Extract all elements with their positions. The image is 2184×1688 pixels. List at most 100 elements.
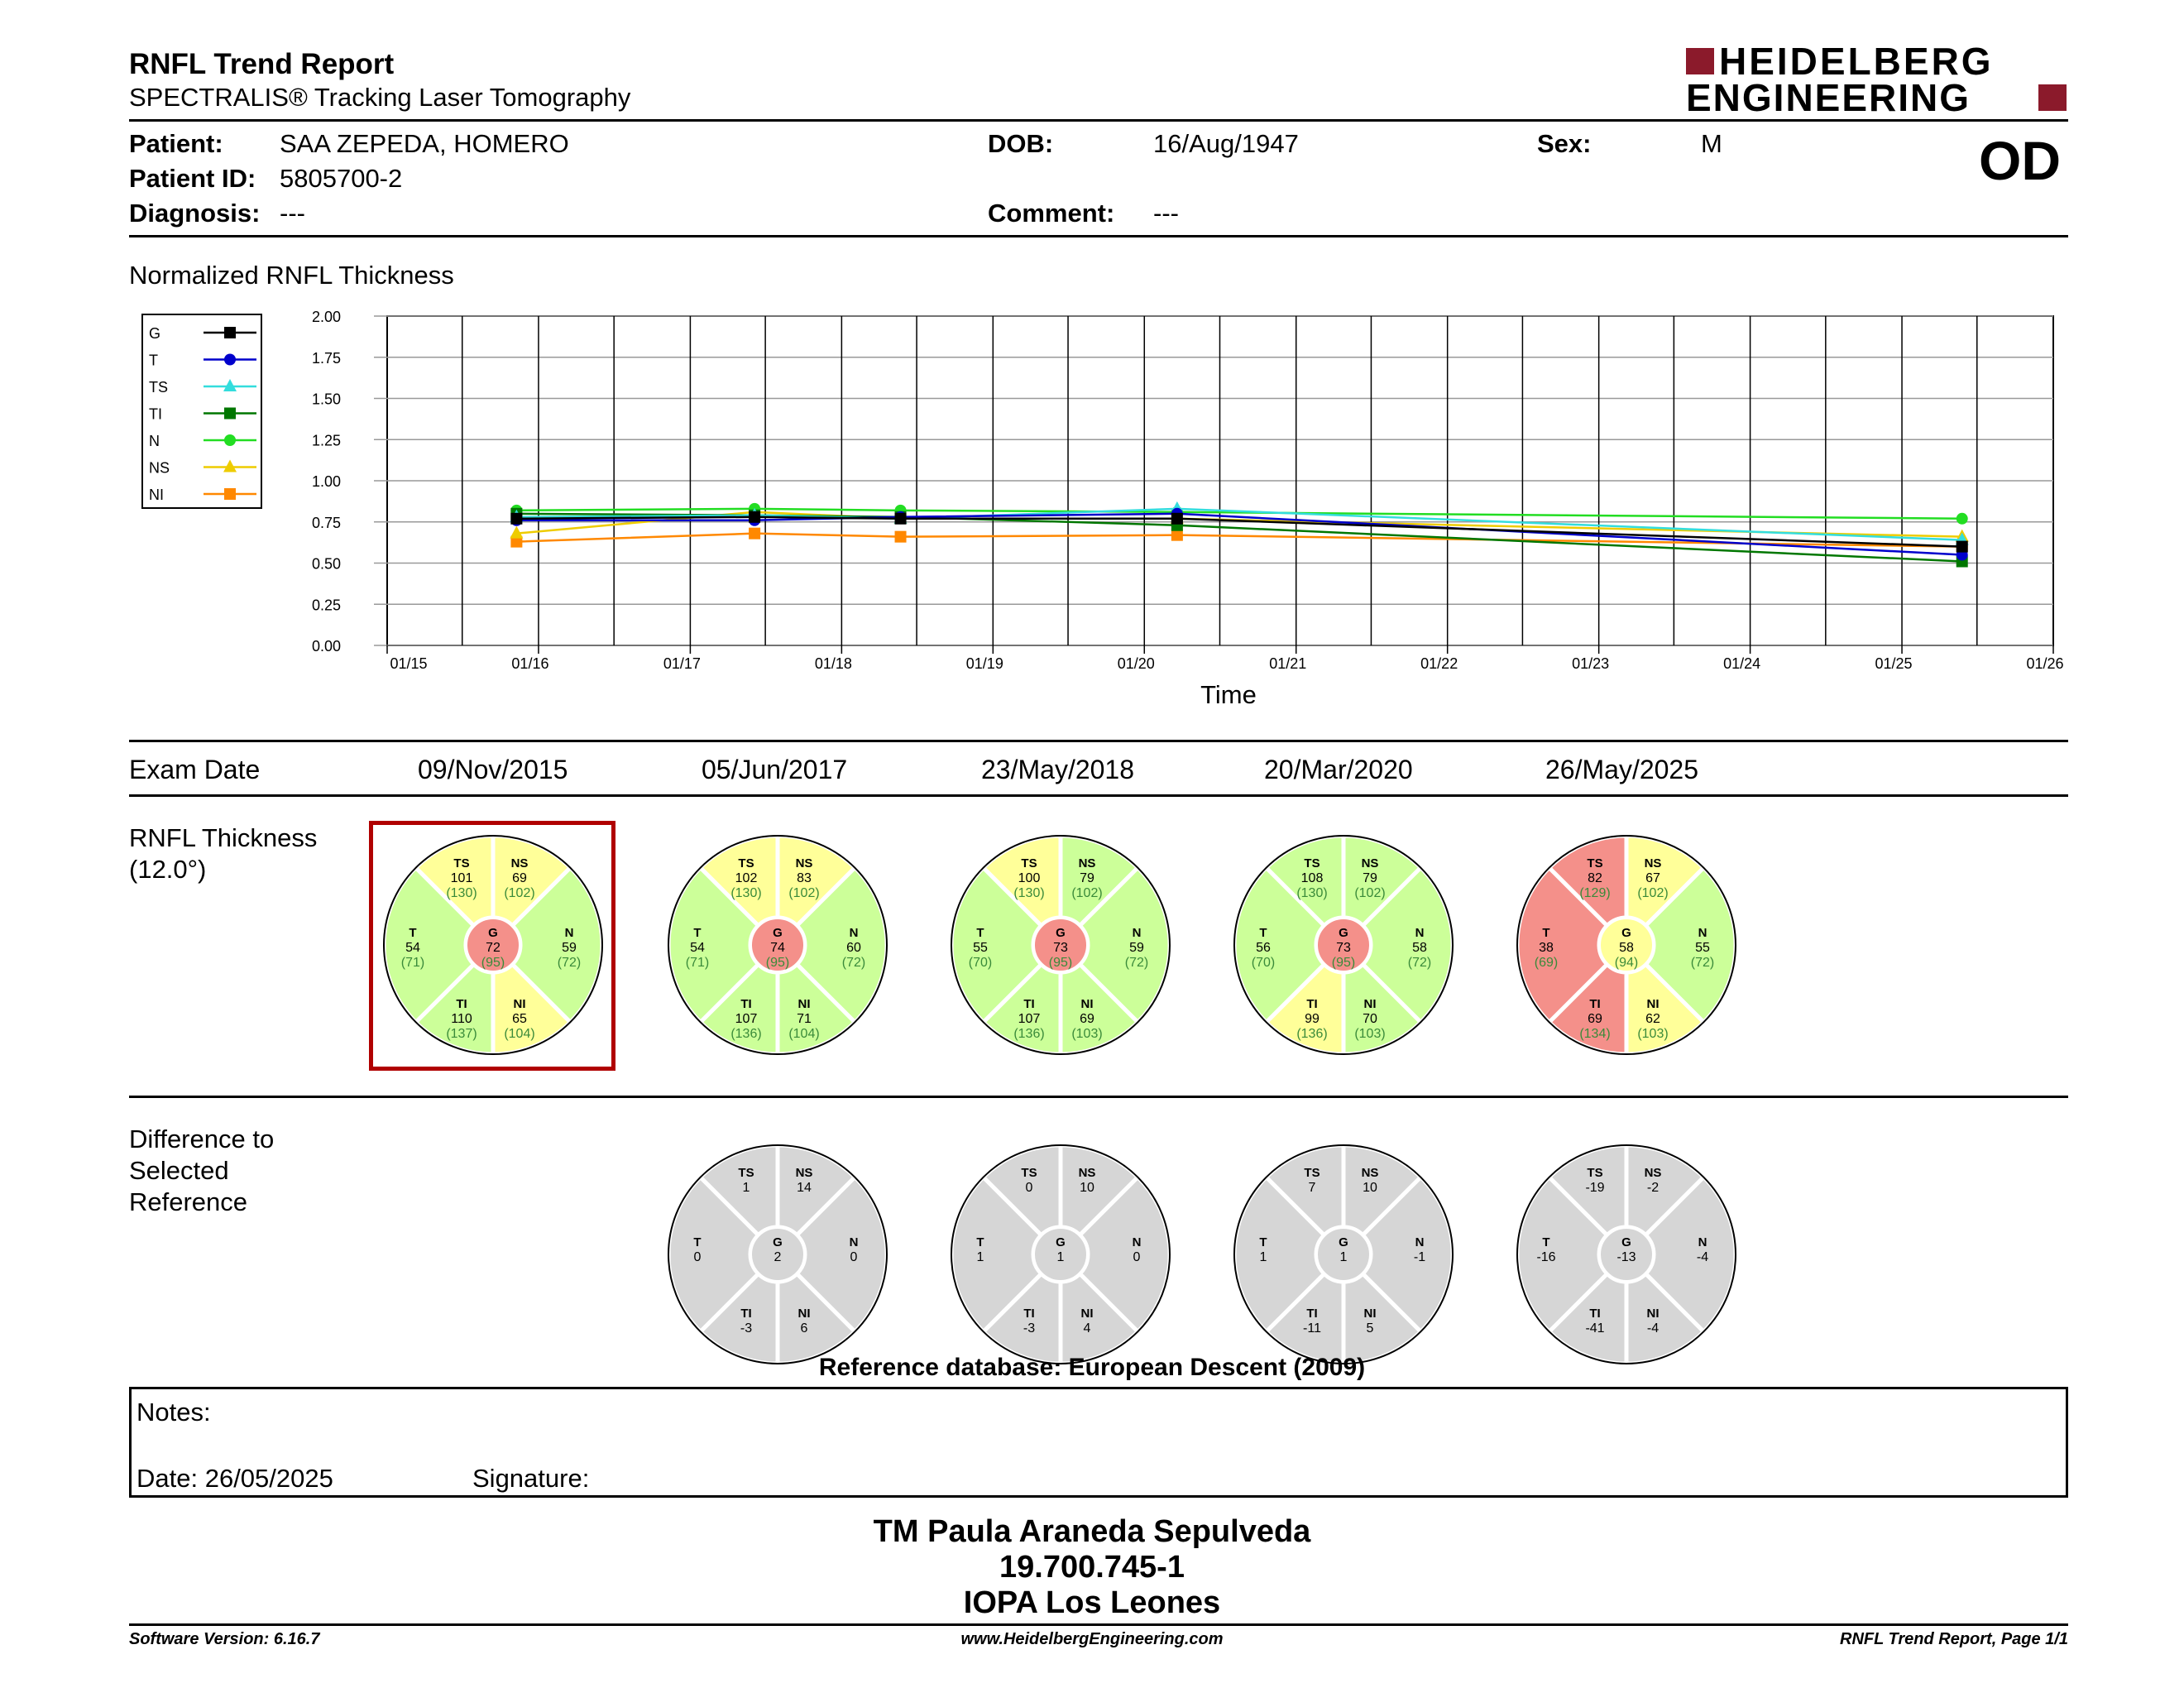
sector-diff-value: 0 — [1133, 1250, 1141, 1264]
sector-diff-value: 0 — [850, 1250, 858, 1264]
sector-normal-value: (94) — [1615, 956, 1638, 970]
sector-diff-value: 1 — [743, 1181, 750, 1195]
notes-box[interactable]: Notes: Date: 26/05/2025 Signature: — [129, 1387, 2068, 1498]
circle-outline — [383, 835, 603, 1055]
sector-diff-value: 5 — [1367, 1321, 1374, 1336]
sector-label-ni: NI — [798, 997, 811, 1011]
sector-diff-value: -16 — [1536, 1250, 1555, 1264]
patient-id-label: Patient ID: — [129, 164, 256, 193]
website-link[interactable]: www.HeidelbergEngineering.com — [960, 1630, 1224, 1648]
sector-normal-value: (72) — [842, 956, 865, 970]
sector-diff-value: 2 — [774, 1250, 782, 1264]
circle-outline — [951, 835, 1171, 1055]
sector-label-ti: TI — [740, 997, 751, 1011]
sector-thickness-value: 69 — [1588, 1012, 1602, 1026]
sector-label-ti: TI — [1306, 997, 1317, 1011]
sector-normal-value: (95) — [481, 956, 505, 970]
sector-label-t: T — [1542, 926, 1549, 940]
sector-diff-value: 1 — [1057, 1250, 1065, 1264]
sex-value: M — [1701, 129, 1722, 158]
x-tick-label: 01/16 — [511, 655, 548, 672]
difference-label: Difference to Selected Reference — [129, 1124, 274, 1218]
sector-g — [1032, 1225, 1090, 1283]
sector-normal-value: (103) — [1071, 1027, 1102, 1041]
circle-outline — [1233, 835, 1454, 1055]
sector-label-t: T — [409, 926, 416, 940]
legend-label: G — [149, 325, 160, 342]
data-point — [1956, 512, 1968, 525]
sector-g — [1315, 916, 1372, 974]
sector-diff-value: -3 — [1023, 1321, 1035, 1336]
sector-label-t: T — [693, 1235, 701, 1249]
data-point — [894, 530, 907, 543]
sector-label-n: N — [850, 926, 859, 940]
sector-thickness-value: 79 — [1363, 871, 1377, 885]
sector-label-t: T — [976, 926, 984, 940]
sector-label-ts: TS — [1021, 856, 1037, 870]
sector-diff-value: 10 — [1363, 1181, 1377, 1195]
sector-thickness-value: 65 — [512, 1012, 527, 1026]
x-tick-label: 01/15 — [390, 655, 427, 672]
y-tick-label: 0.75 — [312, 515, 341, 531]
sector-thickness-value: 72 — [486, 941, 500, 955]
x-tick-label: 01/24 — [1723, 655, 1760, 672]
sector-g — [1315, 1225, 1372, 1283]
dob-value: 16/Aug/1947 — [1153, 129, 1299, 158]
sector-thickness-value: 107 — [735, 1012, 758, 1026]
series-G — [510, 511, 1968, 553]
logo-square-bottom — [2038, 84, 2067, 111]
sector-label-g: G — [488, 926, 498, 940]
sector-normal-value: (102) — [1354, 886, 1385, 900]
logo-line1: HEIDELBERG — [1719, 40, 1994, 83]
sector-thickness-value: 99 — [1305, 1012, 1320, 1026]
legend-box — [141, 314, 262, 509]
patient-name: SAA ZEPEDA, HOMERO — [280, 129, 569, 158]
sector-g — [1597, 916, 1655, 974]
sector-label-ni: NI — [1647, 997, 1660, 1011]
x-axis-label: Time — [1200, 680, 1257, 709]
sector-thickness-value: 82 — [1588, 871, 1602, 885]
reference-database: Reference database: European Descent (20… — [818, 1354, 1366, 1381]
sector-label-n: N — [1133, 1235, 1142, 1249]
sector-normal-value: (129) — [1579, 886, 1610, 900]
sector-diff-value: 1 — [1260, 1250, 1267, 1264]
sector-label-ni: NI — [1081, 997, 1094, 1011]
sector-label-ti: TI — [1023, 997, 1034, 1011]
sector-label-ts: TS — [1021, 1166, 1037, 1180]
sector-diff-value: -19 — [1585, 1181, 1604, 1195]
sector-diff-value: -3 — [740, 1321, 752, 1336]
data-point — [1171, 529, 1183, 541]
sector-thickness-value: 60 — [846, 941, 861, 955]
sector-label-ts: TS — [738, 1166, 754, 1180]
legend-label: NS — [149, 460, 170, 477]
patient-name-label: Patient: — [129, 129, 223, 158]
sector-label-n: N — [850, 1235, 859, 1249]
sector-thickness-value: 108 — [1301, 871, 1324, 885]
report-title: RNFL Trend Report — [129, 48, 395, 80]
y-tick-label: 1.50 — [312, 391, 341, 408]
sector-label-t: T — [693, 926, 701, 940]
notes-date: Date: 26/05/2025 — [136, 1464, 333, 1493]
sector-normal-value: (72) — [1408, 956, 1431, 970]
legend-label: NI — [149, 487, 164, 503]
data-point — [510, 525, 524, 539]
selected-reference-frame[interactable] — [369, 821, 615, 1071]
chart-title: Normalized RNFL Thickness — [129, 261, 454, 290]
logo-line2: ENGINEERING — [1686, 76, 1971, 119]
thickness-label: RNFL Thickness (12.0°) — [129, 822, 317, 885]
exam-date-4: 20/Mar/2020 — [1264, 755, 1413, 784]
exam-date-label: Exam Date — [129, 755, 261, 784]
sector-label-n: N — [1415, 926, 1425, 940]
heidelberg-logo: HEIDELBERG ENGINEERING — [1686, 40, 2068, 119]
sector-thickness-value: 58 — [1412, 941, 1427, 955]
sector-diff-value: 4 — [1084, 1321, 1091, 1336]
